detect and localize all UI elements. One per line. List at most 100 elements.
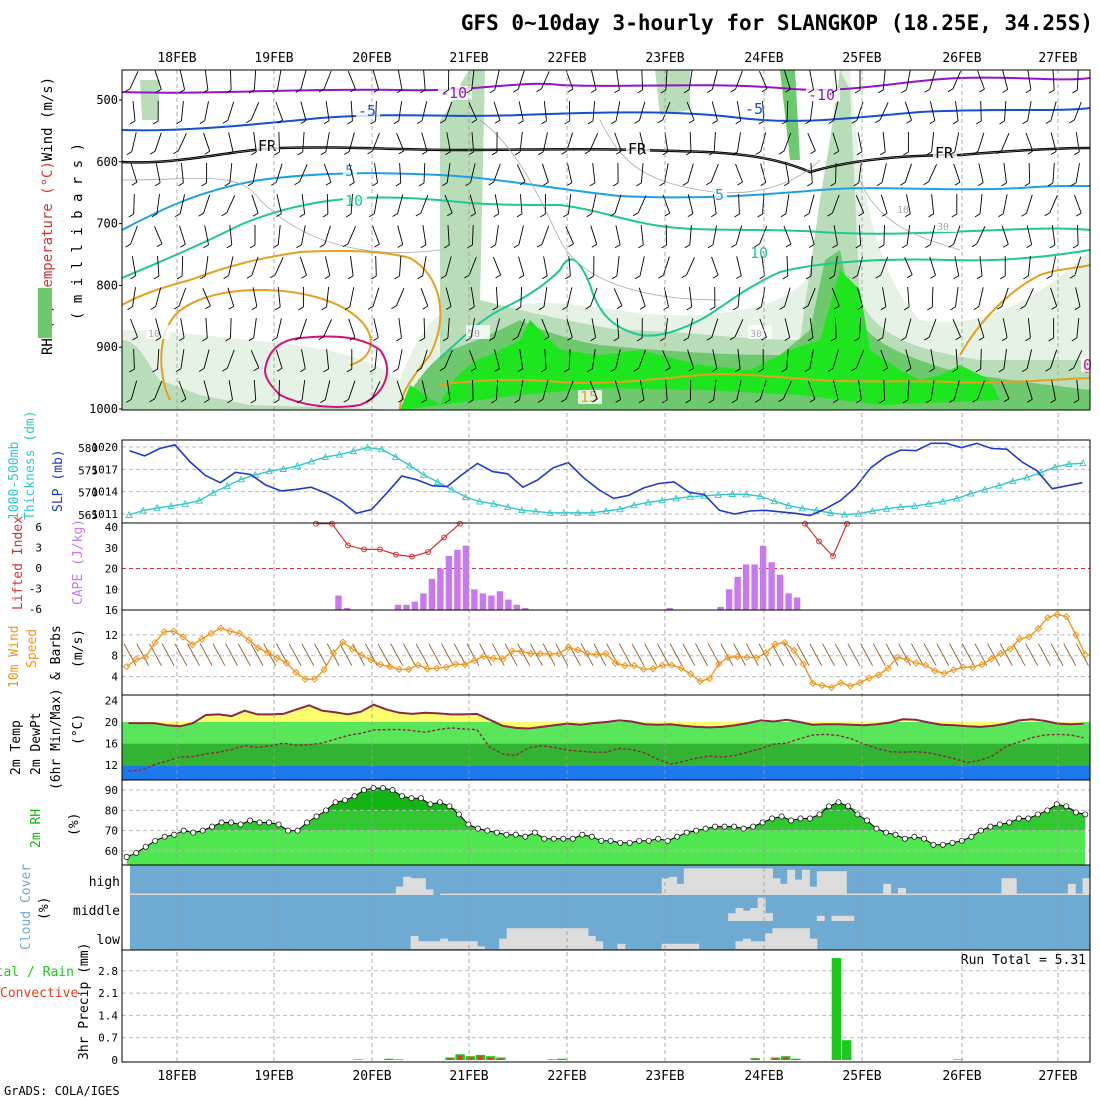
wind-barb-flag [543, 181, 549, 186]
wind-speed-point [743, 653, 751, 661]
wind-barb [1051, 256, 1056, 276]
wind-barb [350, 100, 353, 122]
wind-speed-point [395, 665, 403, 673]
wind-speed-point [1081, 650, 1090, 659]
cloud-bar [809, 938, 818, 949]
wind-barb-flag [180, 398, 187, 403]
wind-barb-flag [877, 89, 884, 94]
cloud-bar [683, 868, 692, 895]
wind-barb-flag [949, 151, 956, 156]
wind-barb-flag [785, 243, 792, 248]
wind-barb-flag [852, 275, 858, 279]
precip-legend-total: Total / Rain [0, 965, 74, 980]
cloud-bar [1045, 893, 1054, 895]
wind-barb-flag [491, 151, 498, 156]
cloud-bar [477, 946, 485, 949]
thickness-point [644, 498, 652, 506]
wind-barb [1073, 101, 1082, 121]
rh-point [152, 837, 159, 844]
wind-barb-flag [494, 368, 500, 372]
contour-label: 5 [345, 162, 354, 180]
thickness-point [995, 481, 1003, 489]
wind-barb-flag [541, 120, 547, 125]
wind-barb-flag [517, 368, 523, 373]
wind-barb [809, 349, 814, 369]
cloud-bar [550, 928, 559, 949]
cloud-bar [226, 893, 234, 895]
wind-barb [132, 287, 136, 307]
x-tick-label-top: 21FEB [449, 51, 488, 66]
wind-barb [326, 193, 329, 215]
wind-barb-flag [276, 213, 282, 217]
wind-barb-flag [156, 88, 162, 93]
wind-barb-flag [470, 213, 476, 217]
wind-barb-flag [903, 151, 909, 156]
wind-barb-flag [611, 275, 618, 280]
wind-barb [644, 643, 658, 666]
wind-barb [228, 132, 234, 152]
thickness-point [560, 508, 568, 516]
contour-label: -5 [358, 102, 376, 120]
wind-barb-flag [972, 398, 978, 403]
wind-barb [930, 349, 935, 369]
thickness-point [349, 447, 358, 455]
cloud-bar [809, 886, 818, 895]
wind-speed-point [461, 660, 469, 669]
wind-barb-flag [513, 244, 520, 248]
panel-bg [122, 950, 1090, 1062]
cloud-bar [454, 941, 463, 949]
wind-barb [1050, 101, 1057, 121]
wind-barb [204, 101, 209, 121]
x-tick-label-top: 25FEB [842, 51, 881, 66]
wind-barb [326, 349, 330, 369]
wind-barb [299, 318, 307, 338]
contour-label: 0 [1083, 356, 1092, 374]
wind-barb [251, 256, 259, 276]
wind-barb [154, 380, 163, 400]
wind-barb-flag [1001, 337, 1008, 342]
contour-label-bg [743, 102, 767, 116]
cloud-bar [418, 941, 426, 949]
wind-barb [616, 318, 620, 338]
wind-barb [1075, 132, 1080, 152]
wind-barb [735, 70, 743, 90]
wind-speed-point [226, 627, 234, 635]
wind-barb-flag [445, 306, 452, 310]
rh-band-mid [122, 340, 400, 410]
wind-barb [541, 71, 550, 89]
cloud-bar [270, 893, 279, 895]
wind-barb [712, 349, 718, 369]
wind-speed-point [968, 663, 977, 671]
wind-barb-flag [154, 182, 161, 187]
thickness-point [195, 496, 203, 504]
lifted-index-point [441, 534, 447, 541]
cloud-bar [565, 928, 574, 949]
wind-barb-flag [249, 244, 256, 249]
wind-barb-flag [925, 399, 932, 404]
wind-barb [616, 256, 620, 276]
wind-barb-flag [369, 368, 376, 373]
temp-label: (°C) [71, 714, 86, 745]
wind-barb-flag [568, 243, 574, 248]
wind-barb [949, 643, 962, 666]
cloud-bar [602, 893, 611, 895]
temp-contour-20 [264, 335, 389, 408]
wind-barb [471, 70, 475, 90]
contour-label-bg [438, 86, 472, 100]
wind-speed-point [480, 652, 488, 660]
cloud-bar [425, 889, 434, 895]
wind-barb-flag [247, 182, 254, 187]
wind-barb [834, 643, 848, 666]
precip-convective-bar [488, 1057, 493, 1060]
wind-speed-point [978, 660, 986, 669]
wind-barb [300, 101, 307, 121]
wind-barb [227, 287, 235, 307]
cloud-bar [779, 883, 788, 895]
wind-barb-flag [834, 305, 840, 310]
cloud-bar [964, 893, 973, 895]
ylabel-part: Wind (m/s) [40, 77, 56, 161]
wind-barb [252, 163, 258, 183]
wind-barb [847, 643, 861, 666]
